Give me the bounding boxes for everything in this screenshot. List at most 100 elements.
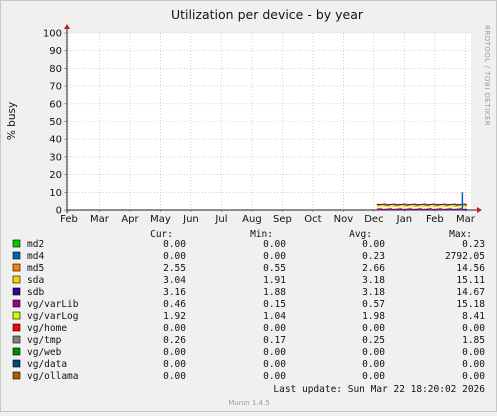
legend-value: 0.00 (462, 323, 485, 334)
legend-value: 0.26 (163, 335, 186, 346)
x-tick-label: Oct (304, 214, 321, 225)
legend-value: 0.00 (263, 251, 286, 262)
legend-value: 14.56 (456, 263, 485, 274)
legend-value: 3.04 (163, 275, 186, 286)
legend-value: 2792.05 (445, 251, 485, 262)
series-line (376, 203, 468, 206)
y-axis-label: % busy (6, 102, 18, 140)
legend-value: 0.00 (362, 239, 385, 250)
legend-value: 1.88 (263, 287, 286, 298)
munin-version: Munin 1.4.5 (228, 399, 269, 407)
legend-name: vg/web (27, 347, 62, 358)
x-tick-label: Jun (182, 214, 199, 225)
legend-value: 3.18 (362, 287, 385, 298)
legend-swatch (12, 335, 21, 344)
rrdtool-watermark: RRDTOOL / TOBI OETIKER (483, 25, 491, 126)
legend-value: 15.11 (456, 275, 485, 286)
legend-value: 0.25 (362, 335, 385, 346)
legend-value: 0.23 (362, 251, 385, 262)
legend-value: 8.41 (462, 311, 485, 322)
legend-value: 1.98 (362, 311, 385, 322)
legend-value: 0.17 (263, 335, 286, 346)
x-tick-label: Mar (90, 214, 110, 225)
legend-value: 0.00 (163, 251, 186, 262)
legend-value: 0.00 (263, 359, 286, 370)
legend-swatch (12, 347, 21, 356)
y-tick-label: 10 (49, 188, 62, 199)
legend-swatch (12, 359, 21, 368)
legend-swatch (12, 311, 21, 320)
x-tick-label: Dec (364, 214, 383, 225)
legend-value: 0.00 (163, 323, 186, 334)
legend-value: 2.55 (163, 263, 186, 274)
y-tick-label: 90 (49, 46, 62, 57)
legend-header: Cur: (150, 229, 173, 240)
y-tick-label: 0 (56, 206, 62, 217)
y-tick-label: 60 (49, 99, 62, 110)
legend-value: 0.00 (263, 239, 286, 250)
y-tick-label: 30 (49, 152, 62, 163)
legend-value: 1.92 (163, 311, 186, 322)
y-tick-label: 80 (49, 64, 62, 75)
legend-swatch (12, 323, 21, 332)
legend-name: md2 (27, 239, 44, 250)
legend-header: Avg: (349, 229, 372, 240)
legend-name: md4 (27, 251, 44, 262)
legend-name: sda (27, 275, 44, 286)
y-tick-label: 50 (49, 117, 62, 128)
x-axis-arrow (477, 207, 482, 213)
x-tick-label: Mar (456, 214, 476, 225)
legend-value: 0.00 (163, 371, 186, 382)
x-tick-label: Jul (214, 214, 227, 225)
plot-area: 0 10 20 30 40 50 60 70 80 90 100 Feb Mar Apr May Jun Jul… (43, 24, 482, 225)
legend-value: 0.23 (462, 239, 485, 250)
legend-value: 0.00 (263, 347, 286, 358)
x-tick-label: Jan (396, 214, 412, 225)
legend-name: vg/ollama (27, 371, 78, 382)
legend-value: 0.00 (163, 239, 186, 250)
legend-value: 0.55 (263, 263, 286, 274)
legend-value: 1.91 (263, 275, 286, 286)
legend-value: 0.00 (163, 359, 186, 370)
legend-value: 0.00 (462, 371, 485, 382)
legend-swatch (12, 275, 21, 284)
legend-name: vg/home (27, 323, 67, 334)
legend-swatch (12, 299, 21, 308)
series-line (376, 208, 467, 211)
legend-header: Max: (449, 229, 472, 240)
x-tick-label: Feb (426, 214, 444, 225)
y-tick-label: 20 (49, 170, 62, 181)
legend-value: 3.16 (163, 287, 186, 298)
legend-value: 0.57 (362, 299, 385, 310)
legend-swatch (12, 239, 21, 248)
legend-value: 1.04 (263, 311, 286, 322)
legend-name: vg/tmp (27, 335, 62, 346)
legend-name: md5 (27, 263, 44, 274)
legend-swatch (12, 251, 21, 260)
legend-value: 15.18 (456, 299, 485, 310)
legend-name: vg/varLib (27, 299, 79, 310)
legend-value: 0.46 (163, 299, 186, 310)
legend-header: Min: (250, 229, 273, 240)
legend-value: 0.00 (362, 371, 385, 382)
last-update: Last update: Sun Mar 22 18:20:02 2026 (273, 384, 485, 395)
x-tick-label: Sep (273, 214, 292, 225)
legend-name: vg/varLog (27, 311, 78, 322)
x-tick-label: Apr (121, 214, 139, 225)
legend-value: 0.00 (462, 359, 485, 370)
legend-value: 0.00 (462, 347, 485, 358)
legend-value: 1.85 (462, 335, 485, 346)
y-axis-arrow (64, 24, 70, 29)
legend-swatch (12, 263, 21, 272)
legend-name: vg/data (27, 359, 67, 370)
legend-name: sdb (27, 287, 44, 298)
legend-value: 0.00 (362, 347, 385, 358)
y-tick-label: 40 (49, 135, 62, 146)
y-tick-label: 100 (43, 29, 62, 40)
chart-title: Utilization per device - by year (171, 7, 364, 22)
y-tick-label: 70 (49, 82, 62, 93)
legend-value: 2.66 (362, 263, 385, 274)
